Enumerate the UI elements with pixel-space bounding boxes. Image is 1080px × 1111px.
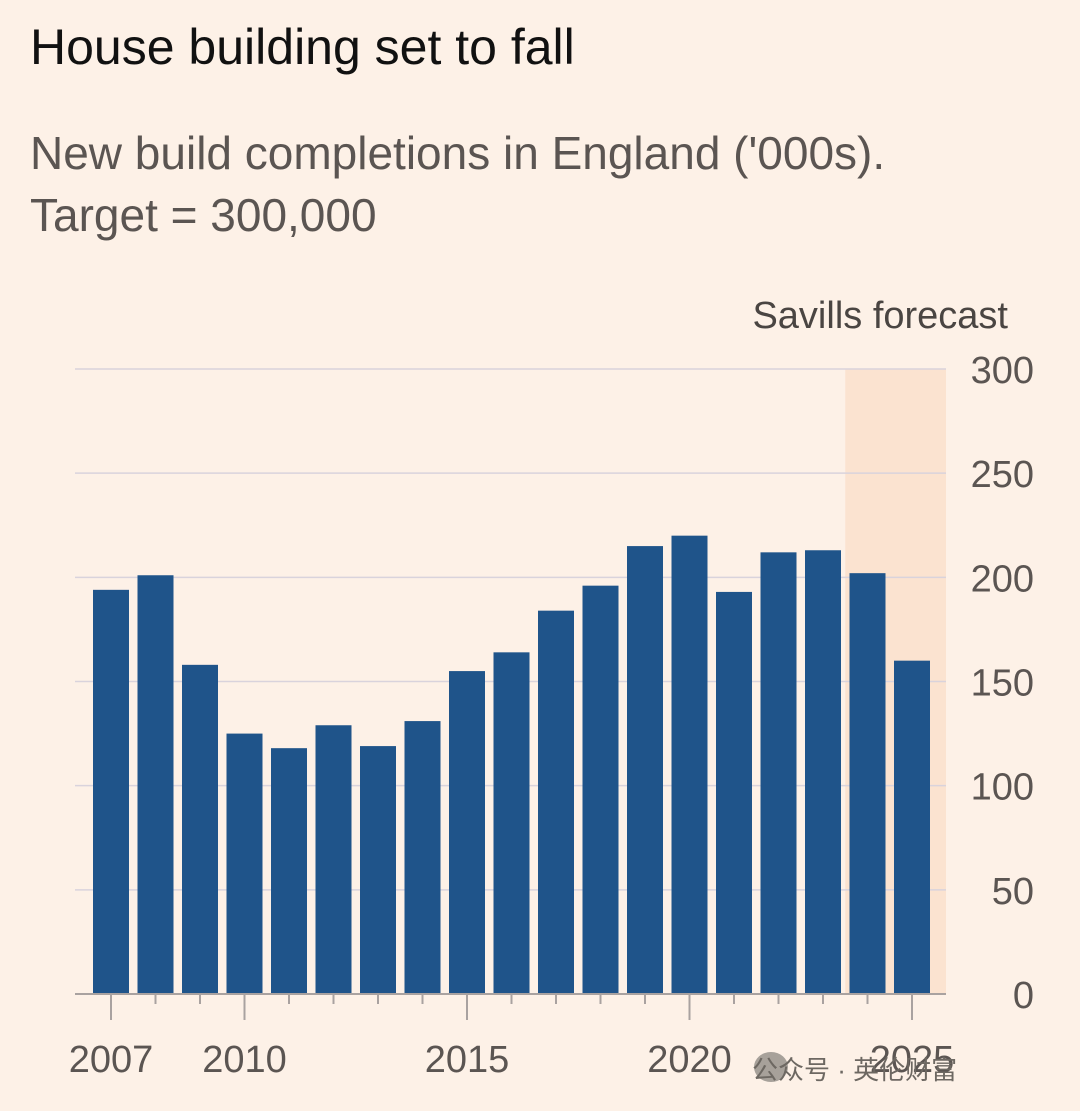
bar-2023: [805, 550, 841, 994]
bar-2017: [538, 610, 574, 994]
forecast-label: Savills forecast: [752, 295, 1008, 337]
chart-title: House building set to fall: [30, 19, 575, 75]
watermark: 公众号 · 英伦财富: [752, 1055, 958, 1085]
bars: [93, 535, 930, 994]
bar-2009: [182, 664, 218, 994]
tick-labels: Savills forecast 0 50 100 150 200 250 300 2007 20…: [69, 295, 1034, 1081]
bar-2008: [137, 575, 174, 994]
y-tick-label-200: 200: [971, 558, 1034, 600]
wechat-icon: [754, 1052, 788, 1082]
x-axis: [75, 993, 946, 1020]
x-tick-label-2020: 2020: [647, 1039, 732, 1081]
x-tick-label-2010: 2010: [202, 1039, 287, 1081]
y-tick-label-250: 250: [971, 454, 1034, 496]
bar-2015: [449, 671, 485, 994]
bar-2024: [849, 573, 886, 994]
x-tick-label-2015: 2015: [425, 1039, 510, 1081]
y-tick-label-0: 0: [1013, 975, 1034, 1017]
bar-2016: [493, 652, 530, 994]
bar-2012: [315, 725, 352, 994]
bar-2011: [271, 748, 307, 994]
y-tick-label-300: 300: [971, 350, 1034, 392]
bar-2018: [582, 585, 619, 994]
bar-2007: [93, 589, 129, 994]
y-tick-label-150: 150: [971, 663, 1034, 705]
x-tick-label-2007: 2007: [69, 1039, 154, 1081]
bar-2019: [627, 546, 663, 994]
bar-2020: [671, 535, 708, 994]
bar-2025: [894, 660, 930, 994]
bar-2014: [404, 721, 441, 994]
bar-2022: [760, 552, 797, 994]
y-tick-label-50: 50: [992, 871, 1034, 913]
bar-2021: [716, 591, 752, 994]
x-tick-label-2025: 2025: [870, 1039, 955, 1081]
y-tick-label-100: 100: [971, 767, 1034, 809]
chart-subtitle: New build completions in England ('000s)…: [30, 127, 886, 241]
bar-2010: [226, 733, 263, 994]
bar-2013: [360, 746, 396, 994]
